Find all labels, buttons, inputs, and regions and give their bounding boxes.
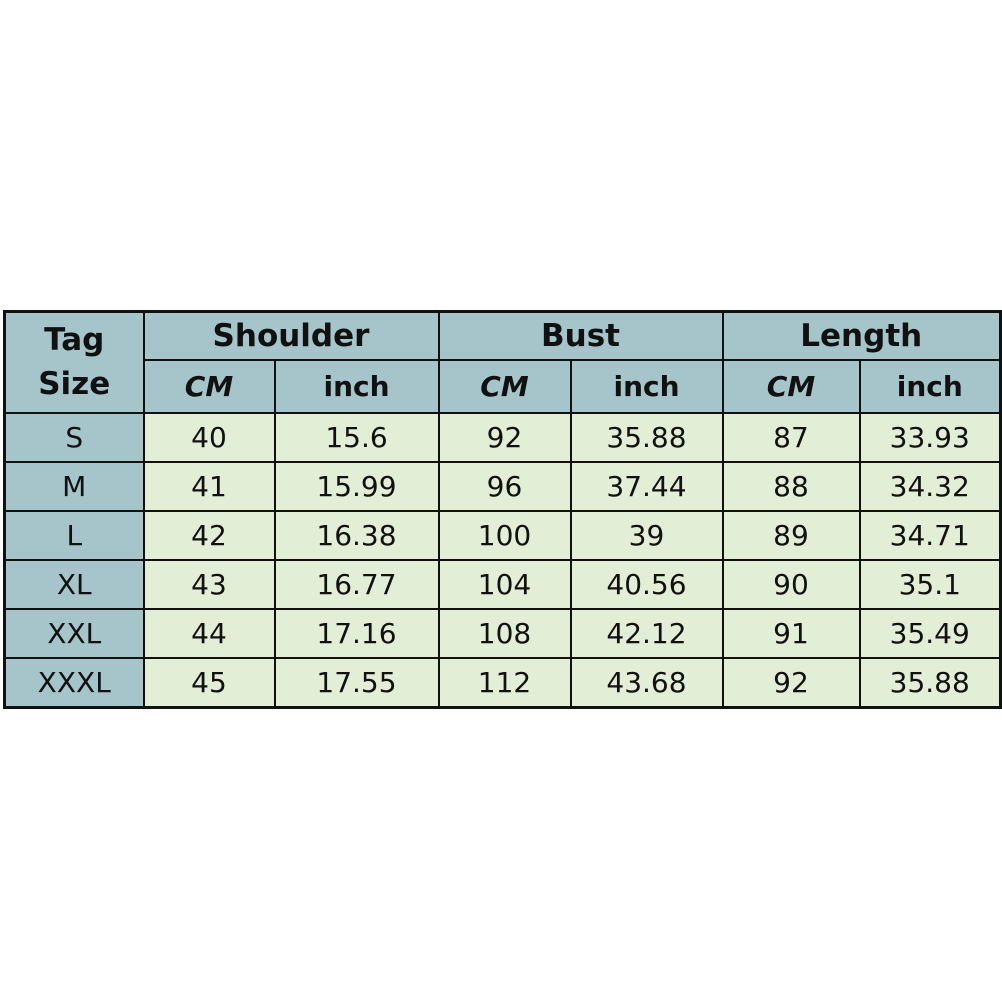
size-cell: XL bbox=[3, 558, 145, 610]
value-cell: 43 bbox=[142, 558, 276, 610]
table-row: XXXL 45 17.55 112 43.68 92 35.88 bbox=[3, 656, 1002, 708]
value-cell: 34.32 bbox=[858, 460, 1002, 512]
table-row: XXL 44 17.16 108 42.12 91 35.49 bbox=[3, 607, 1002, 659]
unit-header: inch bbox=[569, 358, 724, 414]
value-cell: 41 bbox=[142, 460, 276, 512]
value-cell: 88 bbox=[721, 460, 861, 512]
unit-header: inch bbox=[273, 358, 440, 414]
value-cell: 17.55 bbox=[273, 656, 440, 708]
value-cell: 15.99 bbox=[273, 460, 440, 512]
value-cell: 39 bbox=[569, 509, 724, 561]
table-row: S 40 15.6 92 35.88 87 33.93 bbox=[3, 411, 1002, 463]
shoulder-header: Shoulder bbox=[142, 310, 440, 361]
value-cell: 35.88 bbox=[858, 656, 1002, 708]
unit-header: inch bbox=[858, 358, 1002, 414]
unit-header: CM bbox=[437, 358, 572, 414]
size-cell: XXL bbox=[3, 607, 145, 659]
size-cell: S bbox=[3, 411, 145, 463]
table-row: L 42 16.38 100 39 89 34.71 bbox=[3, 509, 1002, 561]
value-cell: 17.16 bbox=[273, 607, 440, 659]
value-cell: 33.93 bbox=[858, 411, 1002, 463]
value-cell: 45 bbox=[142, 656, 276, 708]
unit-header: CM bbox=[142, 358, 276, 414]
value-cell: 90 bbox=[721, 558, 861, 610]
size-cell: M bbox=[3, 460, 145, 512]
value-cell: 34.71 bbox=[858, 509, 1002, 561]
value-cell: 16.38 bbox=[273, 509, 440, 561]
value-cell: 100 bbox=[437, 509, 572, 561]
value-cell: 40.56 bbox=[569, 558, 724, 610]
table-row: M 41 15.99 96 37.44 88 34.32 bbox=[3, 460, 1002, 512]
value-cell: 37.44 bbox=[569, 460, 724, 512]
value-cell: 15.6 bbox=[273, 411, 440, 463]
value-cell: 43.68 bbox=[569, 656, 724, 708]
bust-header: Bust bbox=[437, 310, 724, 361]
size-cell: L bbox=[3, 509, 145, 561]
value-cell: 35.49 bbox=[858, 607, 1002, 659]
tag-size-header: Tag Size bbox=[3, 310, 145, 414]
table-row: XL 43 16.77 104 40.56 90 35.1 bbox=[3, 558, 1002, 610]
value-cell: 91 bbox=[721, 607, 861, 659]
length-header: Length bbox=[721, 310, 1002, 361]
value-cell: 44 bbox=[142, 607, 276, 659]
value-cell: 40 bbox=[142, 411, 276, 463]
value-cell: 89 bbox=[721, 509, 861, 561]
value-cell: 96 bbox=[437, 460, 572, 512]
value-cell: 92 bbox=[721, 656, 861, 708]
size-chart-table: Tag Size Shoulder Bust Length CM inch CM … bbox=[3, 310, 1002, 709]
value-cell: 112 bbox=[437, 656, 572, 708]
value-cell: 92 bbox=[437, 411, 572, 463]
value-cell: 42.12 bbox=[569, 607, 724, 659]
size-label: Size bbox=[38, 366, 111, 403]
value-cell: 42 bbox=[142, 509, 276, 561]
value-cell: 104 bbox=[437, 558, 572, 610]
value-cell: 35.88 bbox=[569, 411, 724, 463]
tag-label: Tag bbox=[44, 322, 105, 359]
value-cell: 87 bbox=[721, 411, 861, 463]
value-cell: 16.77 bbox=[273, 558, 440, 610]
value-cell: 108 bbox=[437, 607, 572, 659]
value-cell: 35.1 bbox=[858, 558, 1002, 610]
unit-header: CM bbox=[721, 358, 861, 414]
size-cell: XXXL bbox=[3, 656, 145, 708]
